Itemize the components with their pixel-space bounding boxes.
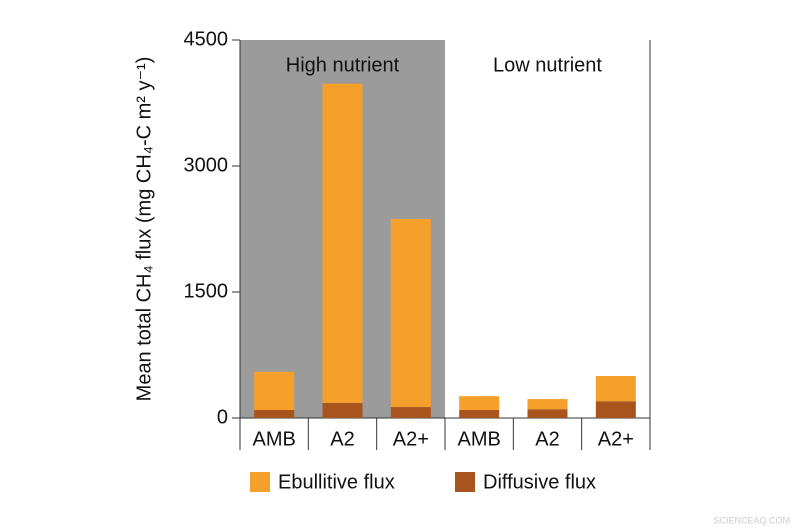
legend-label: Ebullitive flux <box>278 471 395 493</box>
bar-segment <box>322 83 363 403</box>
y-tick-label: 1500 <box>184 280 229 302</box>
legend-swatch <box>250 472 270 492</box>
x-tick-label: A2 <box>330 428 354 450</box>
y-axis-label: Mean total CH₄ flux (mg CH₄-C m² y⁻¹) <box>133 57 155 402</box>
bar-segment <box>254 410 295 418</box>
x-tick-label: A2+ <box>598 428 634 450</box>
bar-segment <box>254 371 295 411</box>
bar-segment <box>390 218 431 408</box>
bar-segment <box>459 396 500 411</box>
bar-segment <box>322 402 363 418</box>
bar-segment <box>459 410 500 418</box>
y-tick-label: 0 <box>217 406 228 428</box>
y-tick-label: 3000 <box>184 154 229 176</box>
legend-swatch <box>455 472 475 492</box>
bar-segment <box>527 409 568 418</box>
group-label: High nutrient <box>286 54 400 76</box>
y-tick-label: 4500 <box>184 28 229 50</box>
bar-segment <box>390 407 431 418</box>
x-tick-label: A2 <box>535 428 559 450</box>
bar-segment <box>595 401 636 418</box>
watermark: SCIENCEAQ.COM <box>713 515 790 525</box>
bar-segment <box>595 376 636 402</box>
legend-label: Diffusive flux <box>483 471 596 493</box>
x-tick-label: A2+ <box>393 428 429 450</box>
bar-segment <box>527 399 568 410</box>
x-tick-label: AMB <box>457 428 500 450</box>
group-label: Low nutrient <box>493 54 602 76</box>
x-tick-label: AMB <box>252 428 295 450</box>
